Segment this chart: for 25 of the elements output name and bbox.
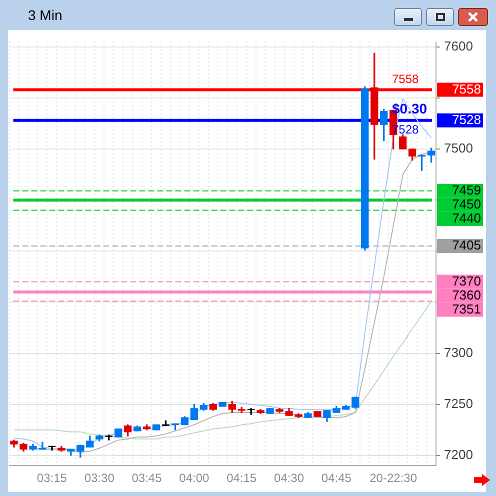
- annotation: $0.30: [392, 100, 428, 116]
- x-tick-label: 03:15: [36, 471, 68, 486]
- x-tick-label: 04:00: [179, 471, 210, 486]
- ref-line-label: 7351: [452, 301, 481, 316]
- chart-title: 3 Min: [28, 7, 62, 23]
- y-tick-label: 7200: [444, 446, 473, 462]
- y-tick-label: 7600: [444, 38, 473, 54]
- ref-line-label: 7360: [452, 287, 481, 302]
- ref-line-label: 7459: [452, 182, 481, 198]
- y-tick-label: 7300: [444, 344, 473, 360]
- x-tick-label: 03:45: [132, 471, 162, 486]
- y-tick-label: 7250: [444, 396, 473, 411]
- ref-line-label: 7440: [452, 210, 481, 226]
- ref-line-label: 7370: [452, 273, 481, 288]
- x-tick-label: 04:15: [226, 471, 257, 486]
- annotation: 7558: [392, 72, 420, 86]
- x-tick-label: 04:45: [321, 471, 352, 486]
- x-tick-label: 03:30: [84, 471, 115, 486]
- ref-line-label: 7405: [452, 238, 481, 253]
- ref-line-label: 7528: [452, 112, 481, 128]
- x-tick-label: 04:30: [274, 471, 304, 486]
- ref-line-label: 7450: [452, 196, 481, 212]
- y-tick-label: 7500: [444, 140, 473, 156]
- x-tick-label: 20-22:30: [370, 471, 418, 486]
- ref-line-label: 7558: [452, 81, 481, 96]
